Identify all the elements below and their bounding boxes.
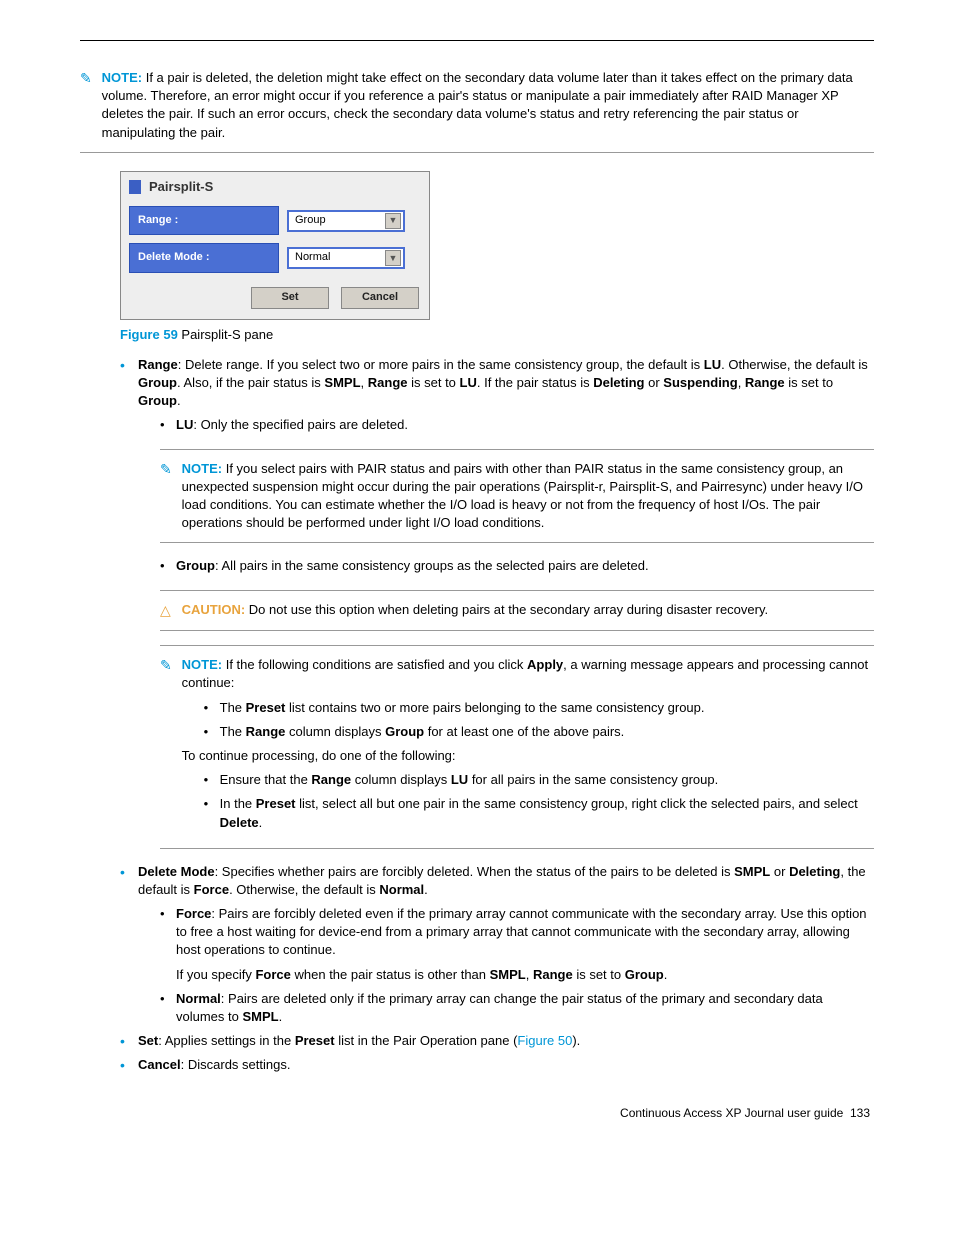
footer-page-number: 133: [850, 1106, 870, 1120]
lu-subitem: LU: Only the specified pairs are deleted…: [160, 416, 874, 434]
set-button[interactable]: Set: [251, 287, 329, 309]
top-horizontal-rule: [80, 40, 874, 41]
caution-icon: △: [160, 601, 178, 621]
figure-number: Figure 59: [120, 327, 178, 342]
range-item: Range: Delete range. If you select two o…: [120, 356, 874, 849]
force-extra: If you specify Force when the pair statu…: [176, 966, 874, 984]
delete-mode-select-value: Normal: [295, 250, 330, 265]
note-icon: ✎: [160, 460, 178, 480]
dropdown-arrow-icon: ▼: [385, 250, 401, 266]
apply-cond-1: The Preset list contains two or more pai…: [204, 699, 872, 717]
range-term: Range: [138, 357, 178, 372]
range-select-value: Group: [295, 213, 326, 228]
apply-continue-text: To continue processing, do one of the fo…: [182, 747, 872, 765]
note-label: NOTE:: [102, 70, 142, 85]
apply-fix-2: In the Preset list, select all but one p…: [204, 795, 872, 831]
page-footer: Continuous Access XP Journal user guide …: [80, 1105, 874, 1122]
caution-body: CAUTION: Do not use this option when del…: [182, 601, 872, 619]
pane-title: Pairsplit-S: [149, 178, 213, 196]
range-row: Range : Group ▼: [121, 206, 429, 235]
note-block-lu: ✎ NOTE: If you select pairs with PAIR st…: [160, 449, 874, 544]
main-list: Range: Delete range. If you select two o…: [120, 356, 874, 1075]
apply-cond-list: The Preset list contains two or more pai…: [204, 699, 872, 741]
caution-block-group: △ CAUTION: Do not use this option when d…: [160, 590, 874, 632]
delete-mode-select[interactable]: Normal ▼: [287, 247, 405, 269]
figure-50-link[interactable]: Figure 50: [517, 1033, 572, 1048]
cancel-button[interactable]: Cancel: [341, 287, 419, 309]
normal-subitem: Normal: Pairs are deleted only if the pr…: [160, 990, 874, 1026]
note-icon: ✎: [80, 69, 98, 89]
apply-cond-2: The Range column displays Group for at l…: [204, 723, 872, 741]
range-select[interactable]: Group ▼: [287, 210, 405, 232]
apply-fix-list: Ensure that the Range column displays LU…: [204, 771, 872, 832]
note-body: NOTE: If you select pairs with PAIR stat…: [182, 460, 872, 533]
range-sublist: LU: Only the specified pairs are deleted…: [160, 416, 874, 434]
note-body: NOTE: If the following conditions are sa…: [182, 656, 872, 838]
pane-button-row: Set Cancel: [121, 281, 429, 319]
force-subitem: Force: Pairs are forcibly deleted even i…: [160, 905, 874, 984]
pane-title-square-icon: [129, 180, 141, 194]
note-text: If a pair is deleted, the deletion might…: [102, 70, 853, 140]
note-body: NOTE: If a pair is deleted, the deletion…: [102, 69, 872, 142]
group-subitem: Group: All pairs in the same consistency…: [160, 557, 874, 575]
range-sublist-2: Group: All pairs in the same consistency…: [160, 557, 874, 575]
apply-fix-1: Ensure that the Range column displays LU…: [204, 771, 872, 789]
figure-caption: Figure 59 Pairsplit-S pane: [120, 326, 874, 344]
note-block-apply: ✎ NOTE: If the following conditions are …: [160, 645, 874, 849]
delete-mode-sublist: Force: Pairs are forcibly deleted even i…: [160, 905, 874, 1026]
footer-title: Continuous Access XP Journal user guide: [620, 1106, 843, 1120]
note-block-top: ✎ NOTE: If a pair is deleted, the deleti…: [80, 59, 874, 153]
pane-title-row: Pairsplit-S: [121, 172, 429, 206]
delete-mode-label: Delete Mode :: [129, 243, 279, 272]
pairsplit-s-pane: Pairsplit-S Range : Group ▼ Delete Mode …: [120, 171, 430, 320]
set-item: Set: Applies settings in the Preset list…: [120, 1032, 874, 1050]
delete-mode-row: Delete Mode : Normal ▼: [121, 243, 429, 272]
delete-mode-item: Delete Mode: Specifies whether pairs are…: [120, 863, 874, 1027]
figure-caption-text: Pairsplit-S pane: [178, 327, 273, 342]
pairsplit-s-pane-figure: Pairsplit-S Range : Group ▼ Delete Mode …: [120, 171, 874, 320]
range-label: Range :: [129, 206, 279, 235]
dropdown-arrow-icon: ▼: [385, 213, 401, 229]
cancel-item: Cancel: Discards settings.: [120, 1056, 874, 1074]
note-icon: ✎: [160, 656, 178, 676]
